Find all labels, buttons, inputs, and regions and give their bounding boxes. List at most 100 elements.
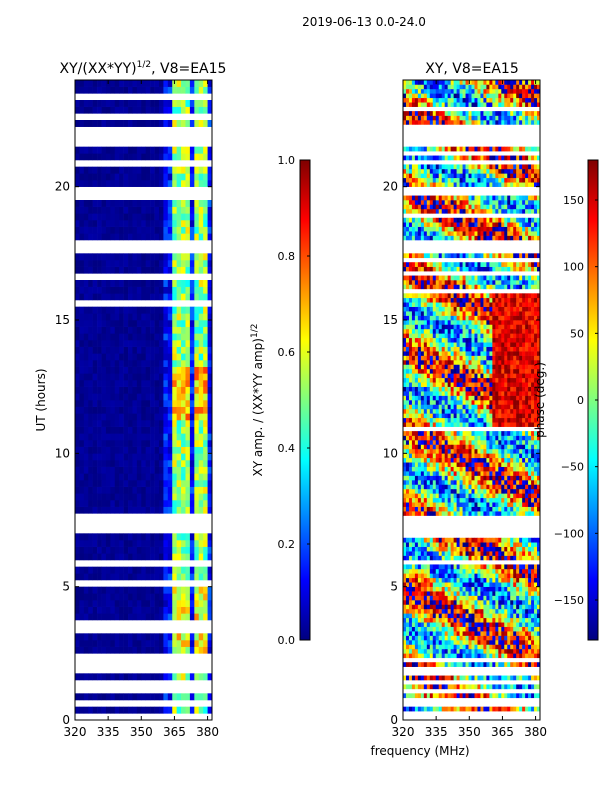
heatmap-cell	[167, 586, 173, 594]
heatmap-cell	[483, 684, 487, 690]
heatmap-cell	[480, 706, 484, 712]
heatmap-cell	[495, 457, 499, 463]
heatmap-cell	[189, 586, 195, 594]
heatmap-cell	[477, 497, 481, 503]
heatmap-cell	[141, 353, 147, 361]
heatmap-cell	[510, 435, 514, 441]
heatmap-cell	[522, 444, 526, 450]
heatmap-cell	[198, 80, 204, 87]
heatmap-cell	[75, 440, 80, 447]
heatmap-cell	[119, 180, 124, 187]
heatmap-cell	[88, 433, 93, 441]
heatmap-cell	[471, 448, 475, 454]
heatmap-cell	[88, 406, 93, 414]
heatmap-cell	[203, 306, 208, 314]
heatmap-cell	[403, 422, 407, 427]
heatmap-cell	[79, 540, 85, 547]
heatmap-cell	[474, 493, 478, 499]
heatmap-cell	[510, 635, 514, 641]
heatmap-cell	[426, 555, 431, 561]
heatmap-cell	[203, 326, 208, 334]
heatmap-cell	[408, 466, 413, 472]
heatmap-cell	[534, 480, 538, 485]
heatmap-cell	[176, 553, 182, 561]
heatmap-cell	[83, 253, 89, 261]
heatmap-cell	[207, 633, 213, 641]
heatmap-cell	[132, 646, 138, 654]
heatmap-cell	[537, 706, 541, 712]
heatmap-cell	[447, 582, 451, 587]
heatmap-cell	[468, 493, 472, 499]
heatmap-cell	[167, 153, 173, 161]
heatmap-cell	[453, 431, 457, 436]
heatmap-cell	[136, 633, 142, 641]
heatmap-cell	[531, 568, 535, 574]
heatmap-cell	[444, 471, 448, 476]
heatmap-cell	[411, 648, 416, 654]
heatmap-cell	[441, 631, 445, 636]
heatmap-cell	[167, 353, 173, 361]
heatmap-cell	[438, 457, 443, 463]
heatmap-cell	[480, 675, 484, 681]
heatmap-cell	[456, 604, 460, 610]
heatmap-cell	[101, 613, 107, 621]
heatmap-cell	[441, 595, 445, 601]
heatmap-cell	[128, 233, 133, 241]
heatmap-cell	[471, 480, 475, 485]
heatmap-cell	[154, 506, 160, 514]
heatmap-cell	[438, 422, 443, 427]
heatmap-cell	[519, 462, 523, 467]
heatmap-cell	[519, 640, 523, 645]
heatmap-cell	[154, 600, 160, 607]
heatmap-cell	[420, 448, 425, 454]
heatmap-cell	[141, 633, 147, 641]
heatmap-cell	[495, 502, 499, 507]
heatmap-cell	[516, 453, 520, 459]
heatmap-cell	[167, 253, 173, 261]
heatmap-cell	[123, 446, 129, 454]
heatmap-cell	[176, 486, 182, 494]
heatmap-cell	[105, 573, 111, 581]
heatmap-cell	[145, 506, 151, 514]
heatmap-cell	[504, 484, 508, 490]
heatmap-cell	[447, 417, 451, 423]
heatmap-cell	[495, 440, 499, 445]
heatmap-cell	[471, 506, 475, 512]
heatmap-cell	[477, 595, 481, 601]
heatmap-cell	[167, 506, 173, 514]
heatmap-cell	[194, 640, 200, 647]
heatmap-cell	[438, 644, 443, 650]
heatmap-cell	[101, 386, 107, 394]
heatmap-cell	[110, 380, 116, 387]
heatmap-cell	[459, 435, 463, 441]
heatmap-cell	[471, 564, 475, 570]
heatmap-cell	[504, 600, 508, 605]
heatmap-cell	[423, 537, 428, 543]
heatmap-cell	[468, 644, 472, 650]
heatmap-cell	[519, 568, 523, 574]
heatmap-cell	[408, 604, 413, 610]
heatmap-cell	[172, 106, 177, 114]
heatmap-cell	[141, 333, 147, 341]
heatmap-cell	[189, 166, 195, 174]
heatmap-cell	[145, 260, 151, 267]
heatmap-cell	[97, 146, 102, 154]
heatmap-cell	[110, 220, 116, 227]
heatmap-cell	[119, 586, 124, 594]
heatmap-cell	[492, 475, 496, 481]
heatmap-cell	[194, 260, 200, 267]
heatmap-cell	[525, 555, 529, 561]
heatmap-cell	[119, 346, 124, 354]
heatmap-cell	[447, 497, 451, 503]
heatmap-cell	[207, 533, 213, 541]
heatmap-cell	[75, 166, 80, 174]
heatmap-cell	[516, 413, 520, 419]
heatmap-cell	[110, 80, 116, 87]
heatmap-cell	[429, 653, 434, 659]
heatmap-cell	[79, 200, 85, 207]
heatmap-cell	[420, 653, 425, 659]
heatmap-cell	[444, 595, 448, 601]
heatmap-cell	[444, 582, 448, 587]
heatmap-cell	[522, 600, 526, 605]
heatmap-cell	[101, 553, 107, 561]
